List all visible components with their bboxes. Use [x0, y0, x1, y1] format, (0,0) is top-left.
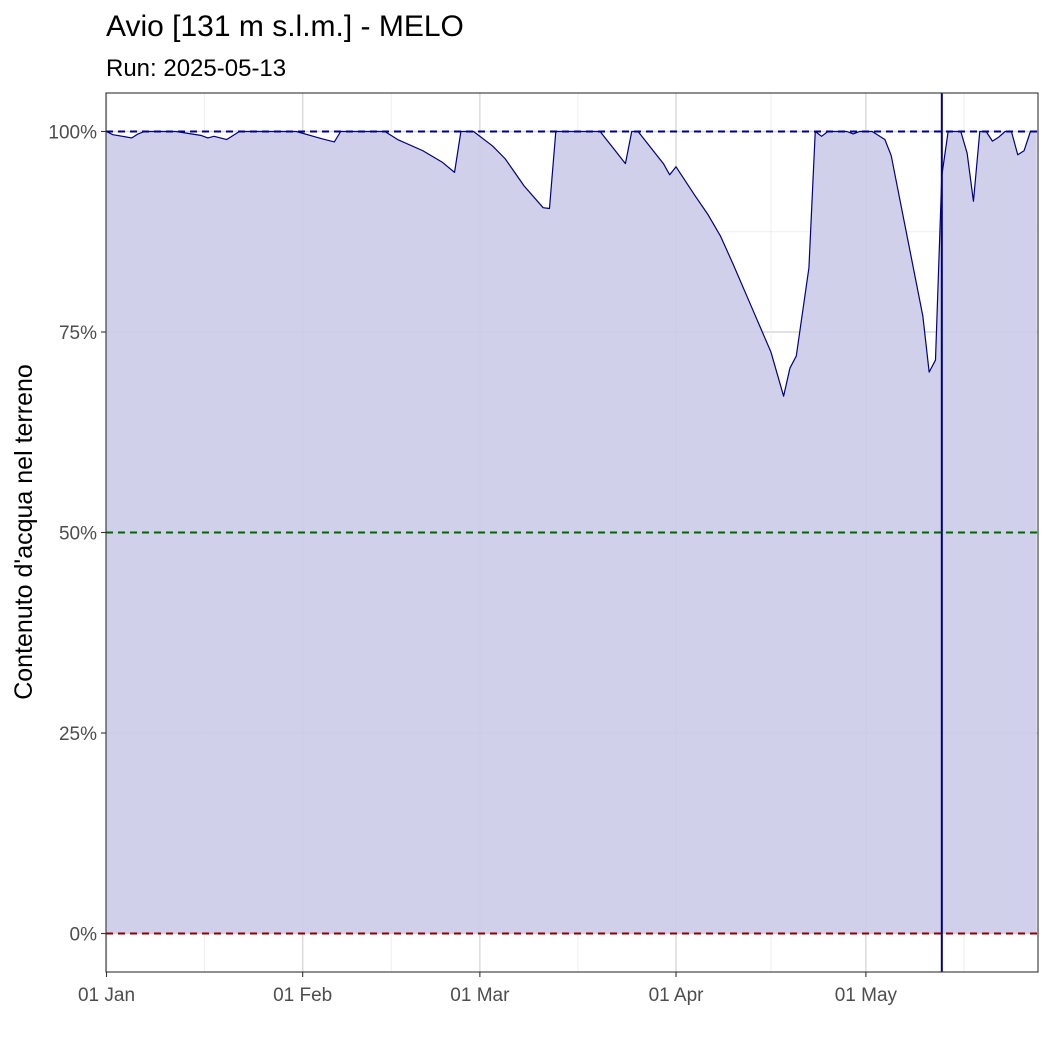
x-tick-label: 01 Mar — [450, 985, 510, 1006]
chart-title: Avio [131 m s.l.m.] - MELO — [106, 10, 464, 43]
series-area — [106, 131, 1037, 934]
x-tick-label: 01 May — [835, 985, 898, 1006]
x-tick-label: 01 Jan — [78, 985, 135, 1006]
y-tick-label: 100% — [48, 122, 97, 143]
x-tick-label: 01 Feb — [273, 985, 332, 1006]
x-tick-label: 01 Apr — [649, 985, 705, 1006]
series-line — [106, 130, 1037, 397]
chart-subtitle: Run: 2025-05-13 — [106, 55, 286, 82]
y-tick-label: 50% — [59, 524, 97, 545]
y-tick-label: 75% — [59, 323, 97, 344]
y-axis-title: Contenuto d'acqua nel terreno — [10, 364, 38, 700]
axis-ticks: 0% 25% 50% 75% 100% 01 Jan 01 Feb 01 Mar 01 Apr 0… — [48, 122, 897, 1006]
y-tick-label: 0% — [70, 925, 98, 946]
area-layer — [106, 130, 1037, 934]
y-tick-label: 25% — [59, 724, 97, 745]
